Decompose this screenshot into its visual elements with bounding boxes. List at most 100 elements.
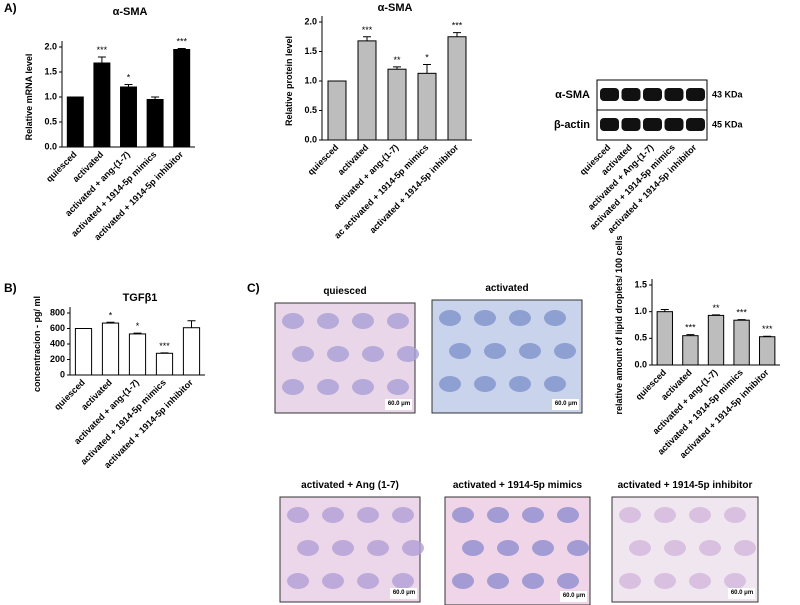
cell [397,346,419,362]
cell [724,507,746,523]
significance: * [425,52,429,62]
y-tick-label: 2.0 [44,41,57,51]
error-bar [393,66,401,70]
cell [544,376,566,392]
cell [387,313,409,329]
cell [462,540,484,556]
cell [474,310,496,326]
y-axis-label: concentracion - pg/ ml [32,296,42,392]
significance: *** [452,21,463,31]
cell [654,507,676,523]
bar [182,327,201,376]
bar [155,352,174,376]
significance: *** [97,45,108,55]
micrograph-title: activated + Ang (1-7) [301,480,399,491]
bar [146,99,164,148]
scale-label: 60.0 μm [563,593,585,599]
scale-label: 60.0 μm [388,401,410,407]
scale-label: 60.0 μm [731,590,753,596]
cell [532,540,554,556]
cell [292,346,314,362]
cell [484,343,506,359]
blot-band [686,118,705,131]
panel-label: B) [4,281,17,295]
y-tick-label: 1.5 [304,46,317,56]
cell [327,346,349,362]
bar [101,322,120,376]
y-tick-label: 1.0 [44,91,57,101]
y-tick-label: 2.0 [304,16,317,26]
y-tick-label: 0.5 [44,116,57,126]
cell [629,540,651,556]
cell [392,507,414,523]
cell [402,540,424,556]
cell [452,573,474,589]
y-axis-label: relative amount of lipid droplets/ 100 c… [614,235,624,414]
error-bar [712,314,720,316]
scale-box [552,399,579,410]
blot-band [621,118,641,131]
error-bar [133,332,142,334]
error-bar [106,321,115,324]
error-bar [423,63,431,74]
blot-band [600,118,619,131]
cell [509,376,531,392]
blot-band [686,88,705,101]
cell [619,573,641,589]
scale-box [385,399,412,410]
bar [327,80,347,141]
significance: *** [685,323,696,333]
bar [656,311,673,366]
bar [74,328,93,376]
cell [554,343,576,359]
significance: * [136,321,140,331]
chart-title: TGFβ1 [123,292,158,304]
error-bar [737,319,746,321]
y-tick-label: 400 [50,338,65,348]
y-tick-label: 0.5 [304,105,317,115]
blot-band [643,118,662,131]
cell [352,313,374,329]
error-bar [660,309,669,312]
cell [522,573,544,589]
cell [287,507,309,523]
cell [522,507,544,523]
cell [392,573,414,589]
scale-box [728,588,755,599]
cell [619,507,641,523]
cell [452,507,474,523]
significance: ** [393,55,401,65]
y-tick-label: 0.0 [304,134,317,144]
bar [387,68,407,141]
y-tick-label: 1.0 [634,306,647,316]
panel-label: A) [4,1,17,15]
y-tick-label: 1.0 [304,75,317,85]
cell [317,379,339,395]
bar [417,72,437,141]
cell [699,540,721,556]
significance: *** [362,25,373,35]
y-tick-label: 600 [50,323,65,333]
bar [447,36,467,141]
cell [689,573,711,589]
y-tick-label: 0 [60,369,65,379]
blot-row-label: α-SMA [555,89,590,101]
blot-band [643,88,662,101]
bar [93,62,111,148]
significance: *** [736,308,747,318]
significance: *** [762,324,773,334]
cell [332,540,354,556]
significance: *** [176,37,187,47]
cell [317,313,339,329]
cell [439,310,461,326]
y-tick-label: 200 [50,354,65,364]
x-tick-label: quiesced [306,142,341,177]
chart-title: α-SMA [113,6,148,18]
scale-label: 60.0 μm [555,401,577,407]
cell [362,346,384,362]
error-bar [453,32,461,37]
bar [128,333,147,376]
bar [682,335,699,366]
bar [707,314,725,366]
